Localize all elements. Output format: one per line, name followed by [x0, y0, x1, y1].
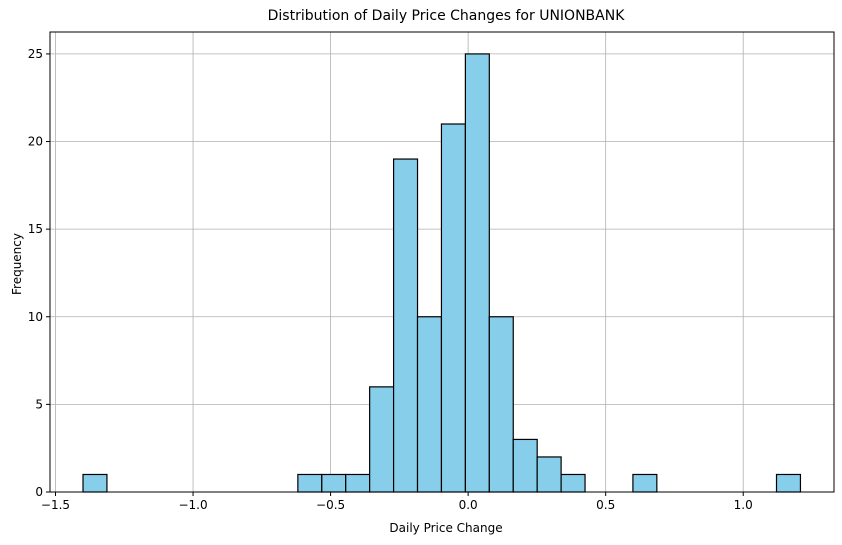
histogram-bar: [440, 123, 466, 493]
x-tick-label: 0.5: [596, 498, 615, 512]
histogram-bar: [464, 53, 490, 493]
histogram-bar: [416, 316, 443, 493]
histogram-bar: [536, 456, 562, 493]
histogram-bar: [82, 473, 108, 493]
axes-frame: [49, 31, 835, 493]
y-tick-label: 25: [28, 47, 43, 61]
histogram-bar: [392, 158, 419, 493]
histogram-bar: [321, 473, 347, 493]
histogram-bar: [512, 438, 538, 493]
x-tick-label: −1.5: [41, 498, 70, 512]
histogram-bar: [345, 473, 371, 493]
x-tick-label: −0.5: [316, 498, 345, 512]
x-axis-ticks: −1.5 −1.0 −0.5 0.0 0.5 1.0: [41, 492, 753, 512]
x-axis-label: Daily Price Change: [389, 521, 502, 535]
x-tick-label: 1.0: [734, 498, 753, 512]
histogram-bar: [560, 473, 586, 493]
y-tick-label: 5: [35, 397, 43, 411]
y-tick-label: 0: [35, 485, 43, 499]
histogram-bar: [297, 473, 323, 493]
x-tick-label: −1.0: [178, 498, 207, 512]
y-tick-label: 20: [28, 135, 43, 149]
y-axis-ticks: 0 5 10 15 20 25: [28, 47, 50, 499]
x-tick-label: 0.0: [459, 498, 478, 512]
y-axis-label: Frequency: [10, 233, 24, 295]
histogram-bars: [82, 53, 802, 493]
chart-title: Distribution of Daily Price Changes for …: [268, 8, 626, 24]
histogram-bar: [488, 316, 514, 493]
y-tick-label: 15: [28, 222, 43, 236]
histogram-bar: [369, 386, 395, 493]
histogram-bar: [775, 473, 802, 493]
histogram-bar: [632, 473, 658, 493]
y-tick-label: 10: [28, 310, 43, 324]
